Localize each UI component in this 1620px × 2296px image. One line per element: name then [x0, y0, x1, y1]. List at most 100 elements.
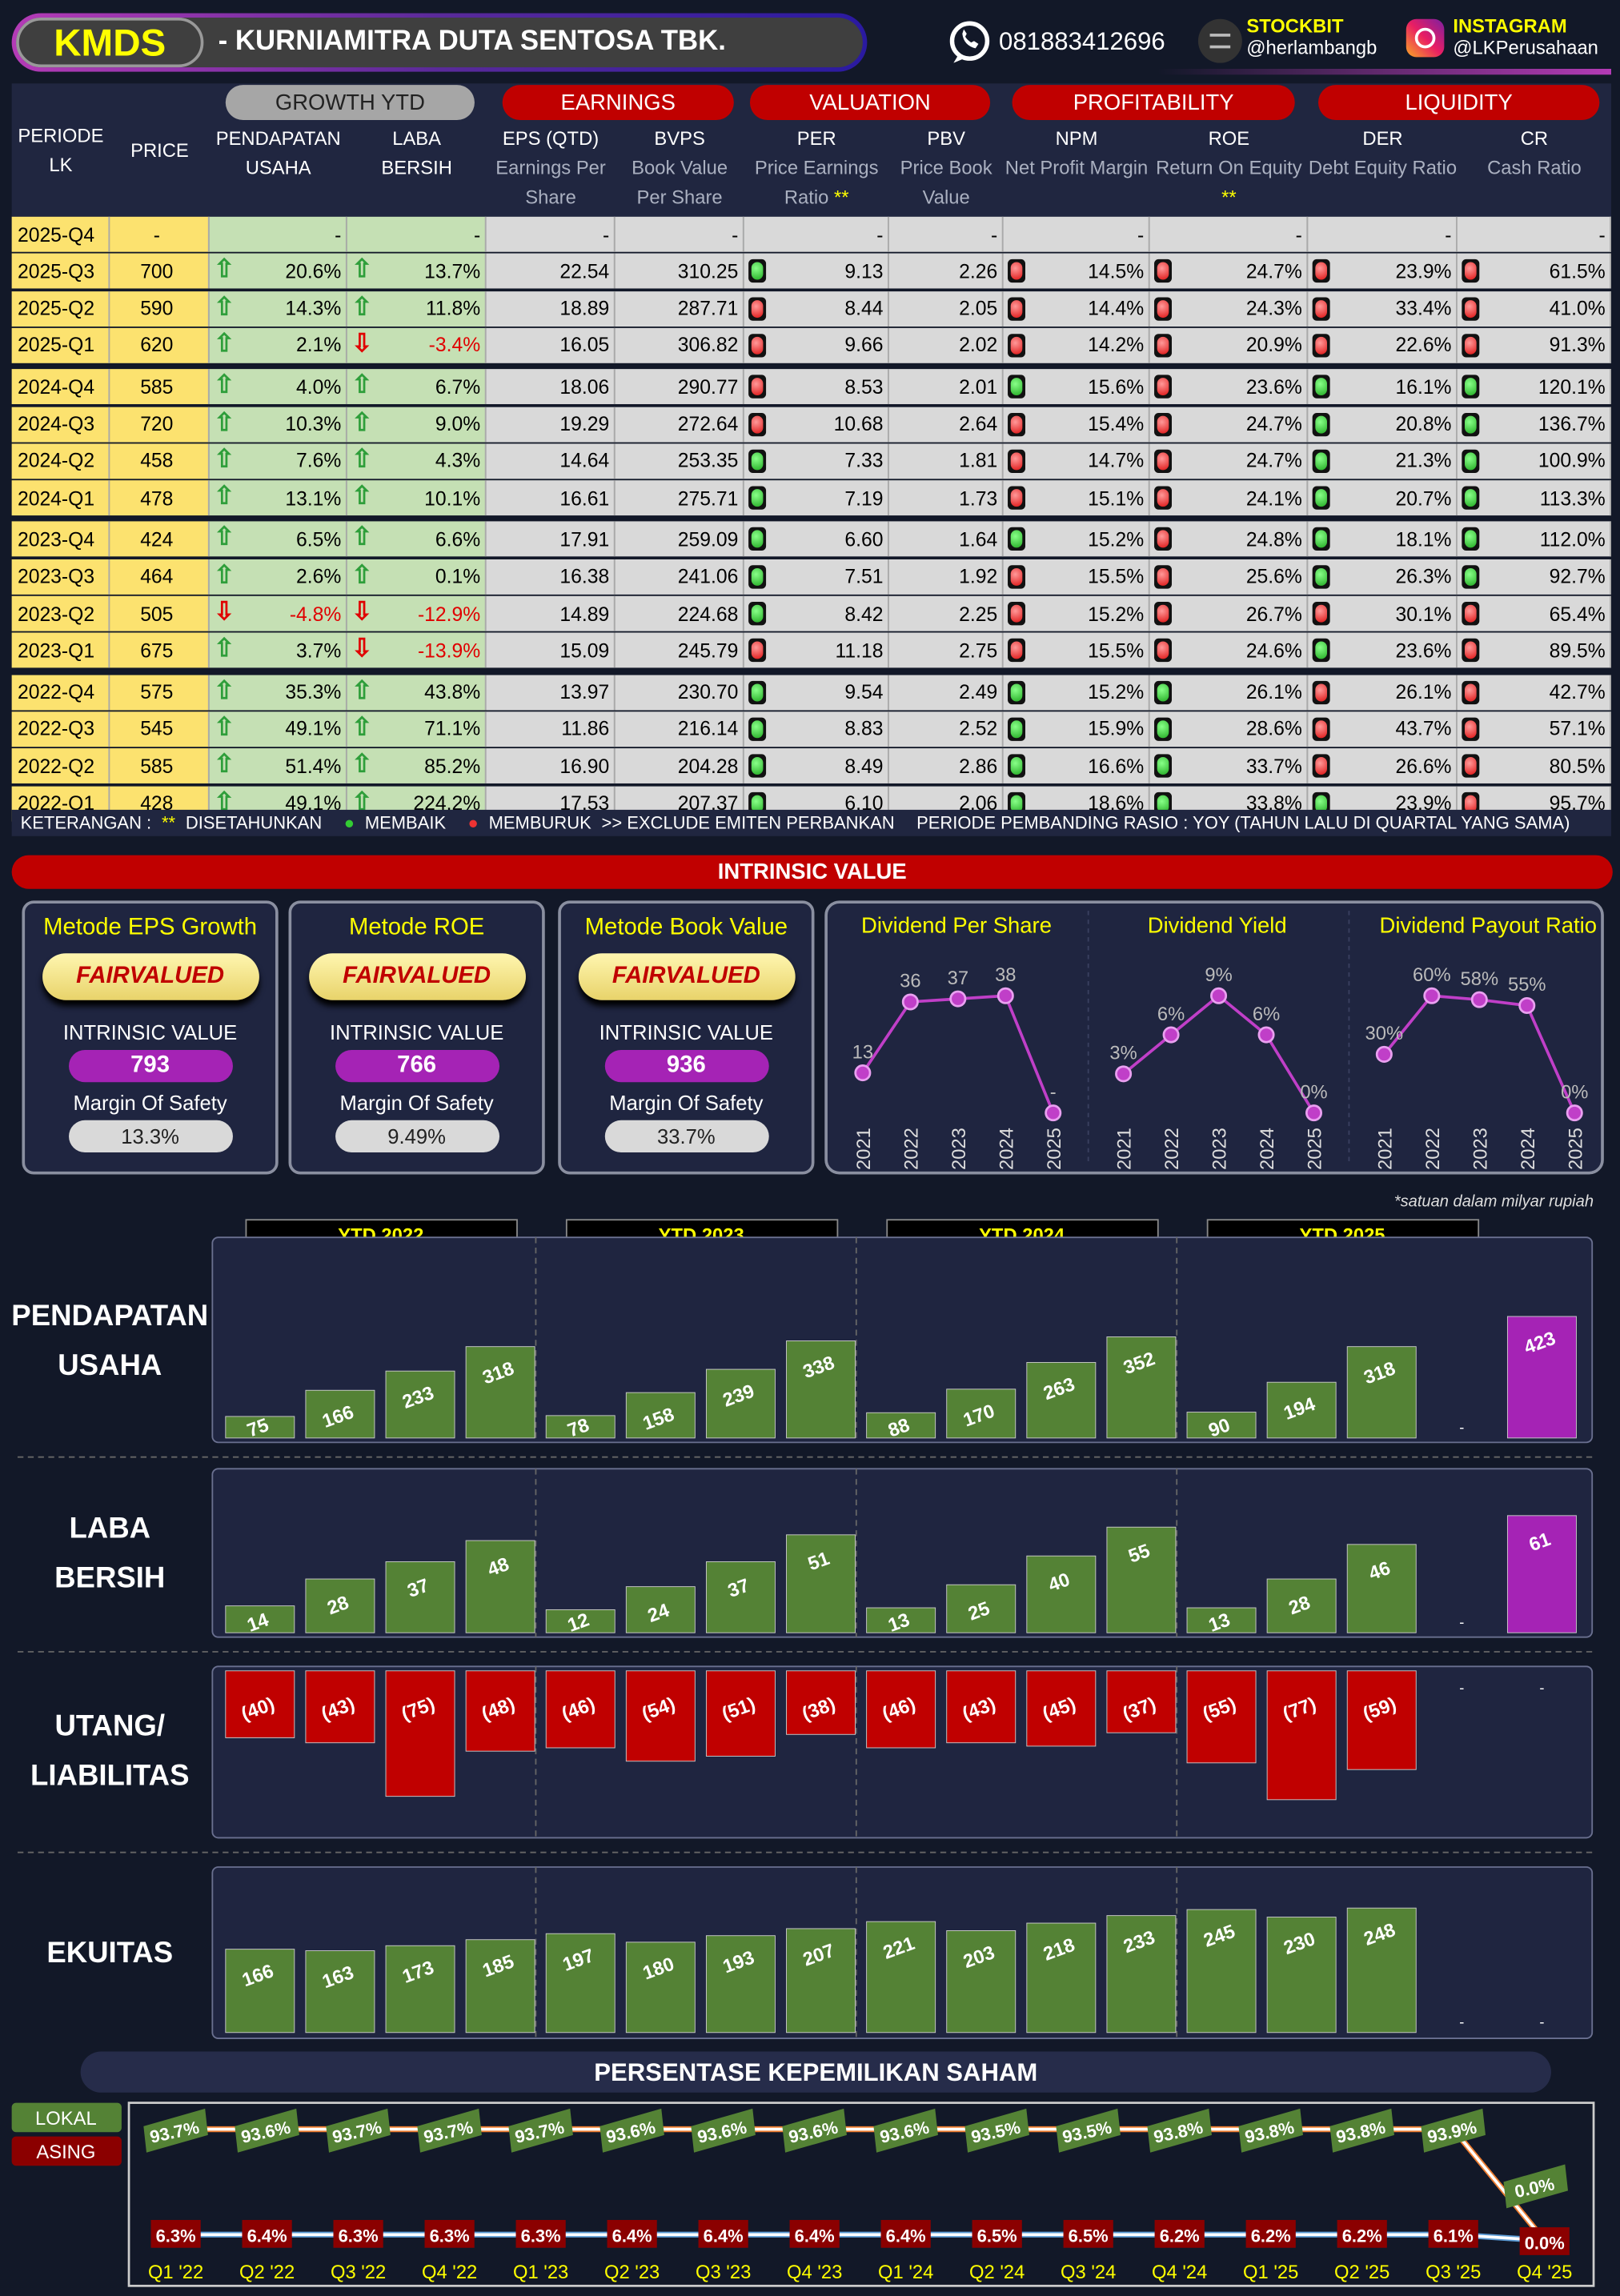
asing-label-box [1245, 2219, 1296, 2248]
col-der: DER Debt Equity Ratio [1308, 127, 1458, 179]
cell-value: 464 [140, 565, 174, 588]
green-light-icon [1008, 717, 1025, 741]
cell-value: 7.6% [296, 450, 342, 472]
year-label: 2021 [1114, 1128, 1136, 1170]
cell-value: 24.7% [1245, 260, 1302, 282]
table-cell: 23.6% [1308, 633, 1458, 668]
lokal-label-box [1238, 2108, 1303, 2153]
table-cell: 2.25 [888, 595, 1004, 631]
col-pbv: PBV Price Book Value [900, 127, 992, 208]
cell-value: 42.7% [1549, 681, 1606, 703]
table-cell: 14.4% [1003, 291, 1150, 327]
cell-value: 89.5% [1549, 639, 1606, 662]
green-light-icon [1312, 639, 1330, 663]
table-cell: ⇧ 85.2% [347, 748, 487, 784]
cell-value: 43.8% [424, 681, 481, 703]
data-point [1257, 1026, 1275, 1044]
table-cell: 272.64 [615, 406, 744, 442]
arrow-up-icon: ⇧ [351, 254, 373, 283]
red-light-icon [1008, 486, 1025, 510]
bar [1346, 1346, 1417, 1439]
arrow-up-icon: ⇧ [214, 560, 235, 589]
cell-value: 10.68 [833, 413, 884, 435]
table-cell: 15.2% [1003, 595, 1150, 631]
arrow-up-icon: ⇧ [214, 329, 235, 358]
cell-value: 6.5% [296, 528, 342, 551]
green-light-icon [1462, 412, 1480, 436]
cell-value: 33.7% [1245, 755, 1302, 778]
cell-value: 2022-Q2 [17, 755, 95, 778]
group-valuation: VALUATION [749, 85, 991, 121]
cell-value: 9.66 [844, 334, 884, 357]
green-light-icon [1462, 486, 1480, 510]
asing-value: 6.5% [1069, 2226, 1109, 2246]
cell-value: 478 [140, 487, 174, 510]
red-light-icon [1154, 296, 1172, 320]
cell-value: 2.02 [959, 334, 998, 357]
table-cell: - [1149, 216, 1309, 252]
card-title: Metode ROE [348, 915, 485, 940]
table-cell: ⇧ 14.3% [209, 291, 347, 327]
table-cell: 2023-Q3 [11, 559, 110, 595]
cell-value: 23.6% [1245, 375, 1302, 399]
cell-value: 24.7% [1245, 450, 1302, 472]
table-cell: 14.89 [486, 595, 616, 631]
data-point [1162, 1026, 1180, 1044]
lokal-label-box [326, 2108, 391, 2153]
green-dot-icon: ● [343, 812, 355, 834]
arrow-up-icon: ⇧ [214, 712, 235, 741]
table-cell: ⇧ 2.6% [209, 559, 347, 595]
legend-lokal [11, 2102, 122, 2133]
cell-value: 2.86 [959, 755, 998, 778]
table-cell: 15.09 [486, 633, 616, 668]
bar [1106, 1336, 1177, 1439]
cell-value: 2.01 [959, 375, 998, 399]
cell-value: 9.13 [844, 260, 884, 282]
table-cell: 1.64 [888, 522, 1004, 558]
arrow-up-icon: ⇧ [214, 254, 235, 283]
year-label: 2022 [1161, 1128, 1183, 1170]
arrow-up-icon: ⇧ [214, 750, 235, 778]
mos-label: Margin Of Safety [339, 1091, 494, 1115]
empty-label: - [1539, 2013, 1544, 2030]
year-label: 2024 [1518, 1128, 1539, 1170]
data-point [1210, 987, 1228, 1004]
table-cell: 23.9% [1308, 254, 1458, 290]
instagram-contact[interactable]: INSTAGRAM @LKPerusahaan [1453, 14, 1598, 58]
cell-value: 2024-Q4 [17, 375, 95, 399]
table-cell: 287.71 [615, 291, 744, 327]
bar [1026, 1555, 1097, 1633]
cell-value: 720 [140, 413, 174, 435]
stockbit-contact[interactable]: STOCKBIT @herlambangb [1246, 14, 1377, 58]
cell-value: 6.6% [435, 528, 481, 551]
table-cell: 33.4% [1308, 291, 1458, 327]
table-cell: 7.33 [744, 443, 889, 479]
table-row: 2024-Q3 720 ⇧ 10.3% ⇧ 9.0% 19.29 272.64 10.68 2.6… [11, 406, 1611, 442]
table-row: 2023-Q2 505 ⇩ -4.8% ⇩ -12.9% 14.89 224.68 8.42 2.… [11, 595, 1611, 631]
bar [705, 1670, 776, 1757]
chart-panel [211, 1236, 1594, 1444]
bar [625, 1392, 696, 1439]
bar [1186, 1909, 1257, 2034]
red-dot-icon: ● [467, 812, 479, 834]
quarter-label: Q1 '22 [148, 2262, 203, 2283]
table-cell: 2023-Q4 [11, 522, 110, 558]
cell-value: 15.2% [1088, 681, 1145, 703]
mos-value: 9.49% [335, 1120, 499, 1153]
cell-value: 9.0% [435, 413, 481, 435]
bar [305, 1578, 375, 1633]
table-cell: - [888, 216, 1004, 252]
table-cell: ⇧ 6.5% [209, 522, 347, 558]
bar [545, 1415, 616, 1439]
table-cell: 17.91 [486, 522, 616, 558]
ticker: KMDS [16, 17, 204, 68]
data-point [901, 993, 919, 1011]
cell-value: -3.4% [428, 334, 481, 357]
table-row: 2022-Q2 585 ⇧ 51.4% ⇧ 85.2% 16.90 204.28 8.49 2.8… [11, 748, 1611, 784]
data-point [1423, 987, 1441, 1004]
table-cell: ⇧ 0.1% [347, 559, 487, 595]
bar [705, 1935, 776, 2034]
arrow-up-icon: ⇧ [351, 444, 373, 473]
cell-value: 2.49 [959, 681, 998, 703]
